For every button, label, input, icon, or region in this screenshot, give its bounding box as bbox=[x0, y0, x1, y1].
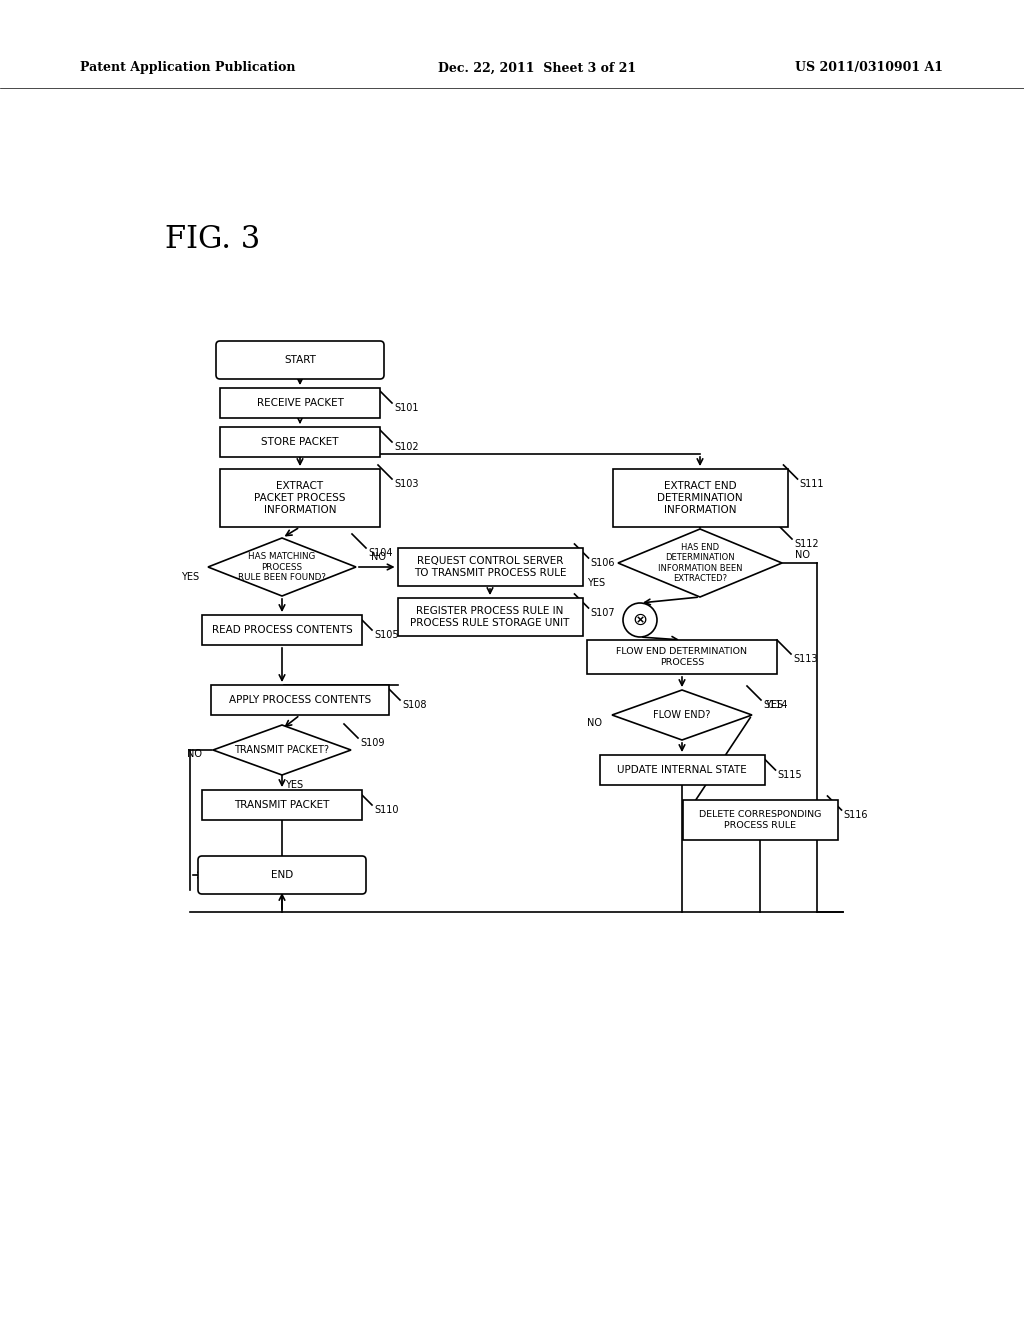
Text: S108: S108 bbox=[402, 700, 427, 710]
Text: S115: S115 bbox=[777, 770, 802, 780]
Polygon shape bbox=[612, 690, 752, 741]
Text: NO: NO bbox=[371, 552, 385, 562]
Bar bbox=[587, 640, 777, 675]
Text: REQUEST CONTROL SERVER
TO TRANSMIT PROCESS RULE: REQUEST CONTROL SERVER TO TRANSMIT PROCE… bbox=[414, 556, 566, 578]
Text: Patent Application Publication: Patent Application Publication bbox=[80, 62, 296, 74]
Text: START: START bbox=[284, 355, 316, 366]
FancyBboxPatch shape bbox=[216, 341, 384, 379]
Text: EXTRACT
PACKET PROCESS
INFORMATION: EXTRACT PACKET PROCESS INFORMATION bbox=[254, 482, 346, 515]
Text: S107: S107 bbox=[591, 609, 615, 618]
Text: FIG. 3: FIG. 3 bbox=[165, 224, 260, 256]
Text: S110: S110 bbox=[374, 805, 398, 814]
Polygon shape bbox=[213, 725, 351, 775]
Text: S111: S111 bbox=[800, 479, 824, 488]
Text: HAS MATCHING
PROCESS
RULE BEEN FOUND?: HAS MATCHING PROCESS RULE BEEN FOUND? bbox=[238, 552, 326, 582]
Text: DELETE CORRESPONDING
PROCESS RULE: DELETE CORRESPONDING PROCESS RULE bbox=[698, 810, 821, 830]
Text: S116: S116 bbox=[844, 810, 868, 820]
Bar bbox=[612, 469, 787, 527]
Bar bbox=[397, 598, 583, 636]
Text: S113: S113 bbox=[793, 653, 817, 664]
Bar bbox=[211, 685, 389, 715]
Text: US 2011/0310901 A1: US 2011/0310901 A1 bbox=[795, 62, 943, 74]
Text: NO: NO bbox=[587, 718, 601, 729]
Text: STORE PACKET: STORE PACKET bbox=[261, 437, 339, 447]
Text: FLOW END?: FLOW END? bbox=[653, 710, 711, 719]
Text: YES: YES bbox=[285, 780, 303, 789]
Bar bbox=[220, 426, 380, 457]
Text: TRANSMIT PACKET?: TRANSMIT PACKET? bbox=[234, 744, 330, 755]
Text: S104: S104 bbox=[368, 548, 392, 558]
Text: NO: NO bbox=[186, 748, 202, 759]
Text: S106: S106 bbox=[591, 558, 615, 568]
Text: YES: YES bbox=[587, 578, 605, 587]
Text: S109: S109 bbox=[360, 738, 384, 748]
Text: END: END bbox=[271, 870, 293, 880]
Circle shape bbox=[623, 603, 657, 638]
Text: APPLY PROCESS CONTENTS: APPLY PROCESS CONTENTS bbox=[229, 696, 371, 705]
Text: YES: YES bbox=[765, 700, 783, 710]
Text: EXTRACT END
DETERMINATION
INFORMATION: EXTRACT END DETERMINATION INFORMATION bbox=[657, 482, 742, 515]
Bar bbox=[599, 755, 765, 785]
Text: S105: S105 bbox=[374, 630, 398, 640]
Text: S102: S102 bbox=[394, 442, 419, 451]
FancyBboxPatch shape bbox=[198, 855, 366, 894]
Text: ⊗: ⊗ bbox=[633, 611, 647, 630]
Bar bbox=[220, 469, 380, 527]
Text: FLOW END DETERMINATION
PROCESS: FLOW END DETERMINATION PROCESS bbox=[616, 647, 748, 667]
Polygon shape bbox=[208, 539, 356, 597]
Text: S112: S112 bbox=[794, 539, 818, 549]
Text: Dec. 22, 2011  Sheet 3 of 21: Dec. 22, 2011 Sheet 3 of 21 bbox=[438, 62, 636, 74]
Text: HAS END
DETERMINATION
INFORMATION BEEN
EXTRACTED?: HAS END DETERMINATION INFORMATION BEEN E… bbox=[657, 543, 742, 583]
Text: RECEIVE PACKET: RECEIVE PACKET bbox=[257, 399, 343, 408]
Polygon shape bbox=[618, 529, 782, 597]
Text: READ PROCESS CONTENTS: READ PROCESS CONTENTS bbox=[212, 624, 352, 635]
Bar bbox=[202, 615, 362, 645]
Text: S103: S103 bbox=[394, 479, 419, 488]
Bar bbox=[202, 789, 362, 820]
Bar bbox=[683, 800, 838, 840]
Text: NO: NO bbox=[795, 550, 810, 560]
Bar bbox=[220, 388, 380, 418]
Text: YES: YES bbox=[181, 572, 199, 582]
Text: REGISTER PROCESS RULE IN
PROCESS RULE STORAGE UNIT: REGISTER PROCESS RULE IN PROCESS RULE ST… bbox=[411, 606, 569, 628]
Text: S114: S114 bbox=[763, 700, 787, 710]
Text: TRANSMIT PACKET: TRANSMIT PACKET bbox=[234, 800, 330, 810]
Bar bbox=[397, 548, 583, 586]
Text: S101: S101 bbox=[394, 403, 419, 413]
Text: UPDATE INTERNAL STATE: UPDATE INTERNAL STATE bbox=[617, 766, 746, 775]
